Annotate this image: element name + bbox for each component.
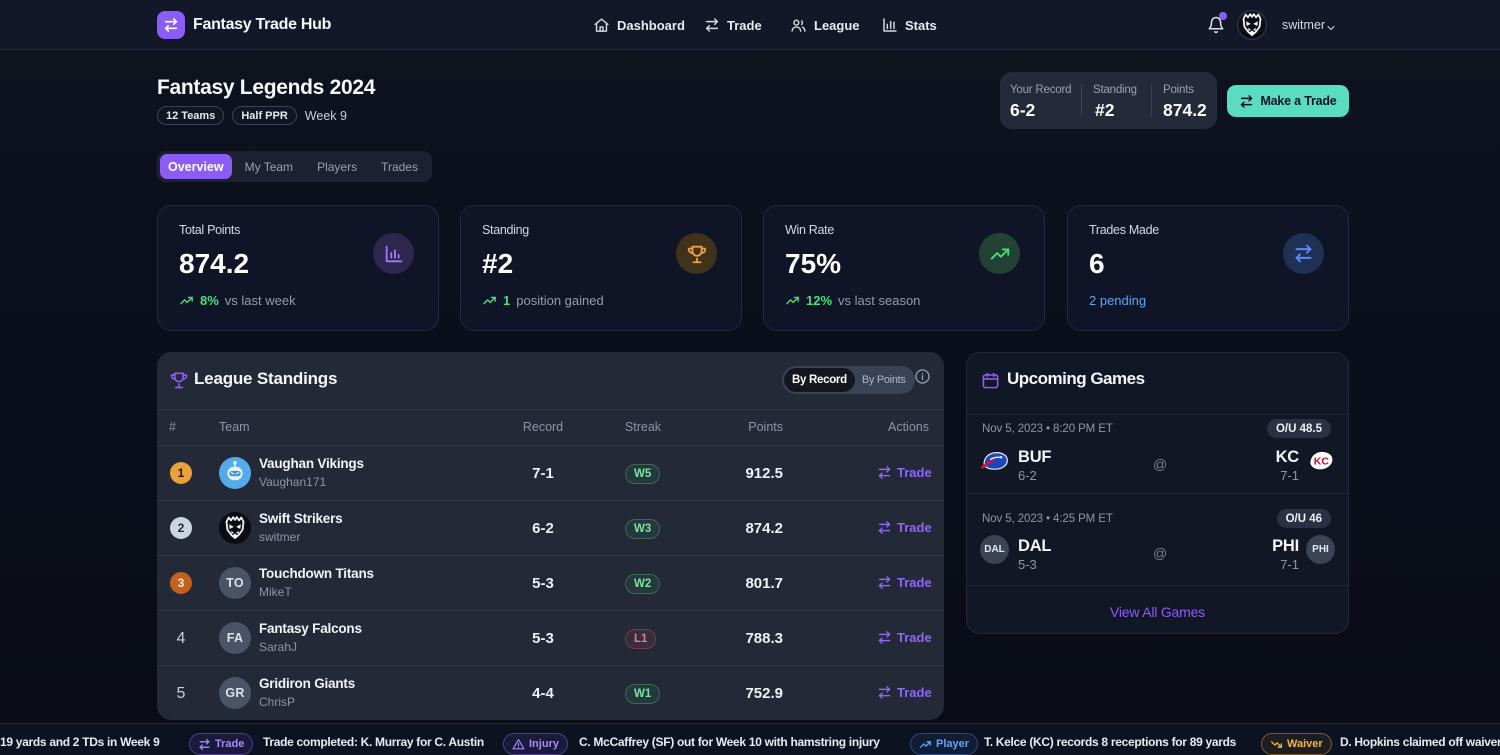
svg-text:KC: KC xyxy=(1314,455,1330,467)
